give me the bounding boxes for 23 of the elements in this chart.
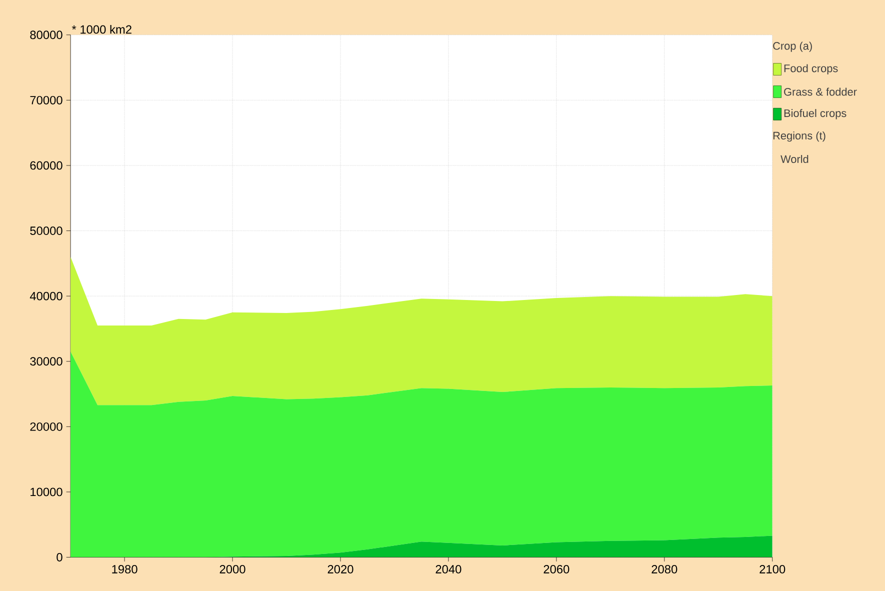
x-tick-label: 2040 <box>436 564 462 574</box>
y-tick-label: 0 <box>56 552 62 562</box>
x-tick-label: 2080 <box>652 564 678 574</box>
legend-label: Grass & fodder <box>784 88 857 96</box>
text: World <box>780 154 808 163</box>
x-tick-label: 2000 <box>220 564 246 574</box>
legend-label: Food crops <box>784 64 838 74</box>
y-tick-label: 70000 <box>30 96 62 104</box>
x-tick-label: 2060 <box>544 564 570 574</box>
text: Regions (t) <box>773 131 826 142</box>
x-tick-label: 2100 <box>760 564 786 574</box>
x-tick-label: 2020 <box>328 564 354 574</box>
legend-title: Crop (a) <box>773 42 812 52</box>
y-axis-title: * 1000 km2 <box>72 24 132 34</box>
y-tick-label: 40000 <box>30 292 62 300</box>
y-tick-label: 50000 <box>30 226 62 235</box>
y-tick-label: 20000 <box>30 422 62 431</box>
legend-label: Biofuel crops <box>784 108 846 120</box>
x-tick-label: 1980 <box>112 564 138 574</box>
y-tick-label: 60000 <box>30 161 62 170</box>
y-tick-label: 80000 <box>30 30 62 40</box>
y-tick-label: 30000 <box>30 357 62 366</box>
y-tick-label: 10000 <box>30 488 62 496</box>
